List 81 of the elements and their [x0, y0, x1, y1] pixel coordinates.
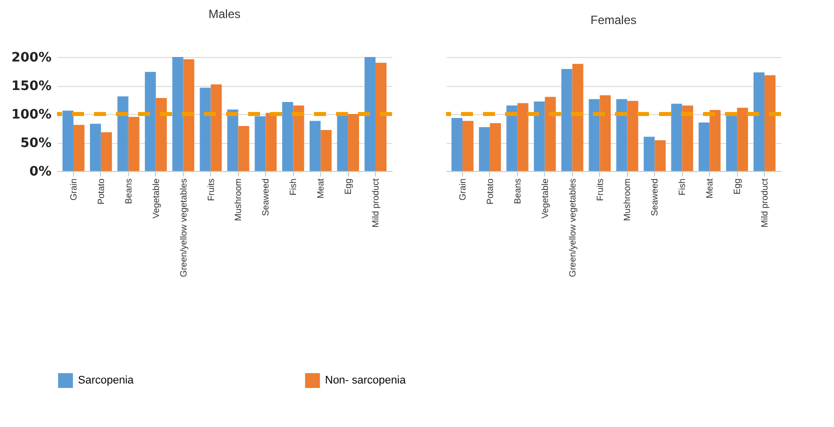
bar — [364, 57, 376, 171]
y-tick-label: 150% — [11, 79, 52, 94]
x-tick-label: Potato — [96, 178, 106, 205]
x-tick-label: Fish — [677, 178, 688, 196]
bar — [320, 130, 332, 171]
x-tick-label: Egg — [343, 178, 354, 195]
bar — [490, 123, 501, 171]
bar — [156, 98, 167, 171]
bar — [310, 120, 321, 171]
legend-label: Sarcopenia — [78, 374, 135, 387]
bar — [293, 105, 304, 171]
bar — [128, 116, 140, 171]
bar — [462, 120, 474, 171]
x-tick-label: Mild product — [760, 178, 770, 228]
bar — [737, 108, 748, 171]
x-tick-label: Mushroom — [233, 178, 244, 222]
bar — [506, 105, 518, 171]
bar — [117, 96, 128, 171]
x-tick-label: Grain — [68, 178, 78, 201]
bar — [254, 116, 266, 171]
bar — [644, 136, 655, 171]
bar — [144, 72, 156, 171]
bar — [210, 84, 222, 171]
x-tick-label: Beans — [512, 178, 522, 204]
bar — [600, 95, 611, 171]
x-tick-label: Vegetable — [540, 178, 550, 219]
bar — [616, 99, 628, 171]
x-tick-label: Fruits — [206, 178, 216, 201]
bar — [710, 110, 721, 171]
bar — [238, 126, 250, 171]
bar — [534, 101, 545, 171]
bar — [544, 96, 556, 171]
bar — [654, 140, 666, 171]
x-tick-label: Green/yellow vegetables — [567, 178, 578, 278]
x-tick-label: Meat — [316, 178, 326, 199]
bar — [348, 114, 360, 171]
bar — [90, 124, 101, 171]
bar — [588, 99, 600, 171]
x-tick-label: Fruits — [594, 178, 605, 201]
bar — [478, 127, 490, 171]
chart-title: Males — [208, 7, 241, 21]
bar — [337, 114, 348, 171]
bar — [282, 102, 294, 171]
bar — [764, 75, 776, 171]
y-tick-label: 0% — [29, 164, 52, 180]
x-tick-label: Egg — [732, 178, 742, 195]
y-tick-label: 200% — [11, 50, 52, 66]
bar — [682, 105, 694, 171]
y-tick-label: 100% — [11, 108, 52, 122]
bar — [62, 110, 74, 171]
legend-label: Non- sarcopenia — [325, 374, 407, 387]
bar — [227, 109, 238, 171]
x-tick-label: Potato — [484, 178, 495, 205]
bar — [627, 100, 638, 171]
bar — [698, 122, 710, 171]
bar — [376, 62, 387, 171]
bar — [726, 114, 738, 171]
x-tick-label: Mild product — [370, 178, 381, 228]
bar — [266, 112, 277, 171]
x-tick-label: Seaweed — [260, 178, 271, 216]
x-tick-label: Grain — [457, 178, 468, 201]
bar — [172, 57, 184, 171]
bar — [100, 132, 112, 171]
bar — [754, 72, 765, 171]
bar — [451, 118, 462, 171]
bar — [561, 68, 572, 171]
bar — [517, 103, 528, 171]
bar — [183, 59, 194, 171]
bar — [73, 124, 84, 171]
x-tick-label: Fish — [288, 178, 298, 196]
bar — [200, 88, 211, 171]
x-tick-label: Meat — [704, 178, 715, 199]
x-tick-label: Vegetable — [150, 178, 161, 219]
x-tick-label: Mushroom — [622, 178, 632, 222]
x-tick-label: Beans — [123, 178, 134, 204]
x-tick-label: Seaweed — [650, 178, 660, 216]
bar — [572, 64, 584, 171]
y-tick-label: 50% — [20, 136, 52, 151]
x-tick-label: Green/yellow vegetables — [178, 178, 188, 278]
bar — [671, 104, 682, 171]
chart-title: Females — [590, 13, 637, 27]
